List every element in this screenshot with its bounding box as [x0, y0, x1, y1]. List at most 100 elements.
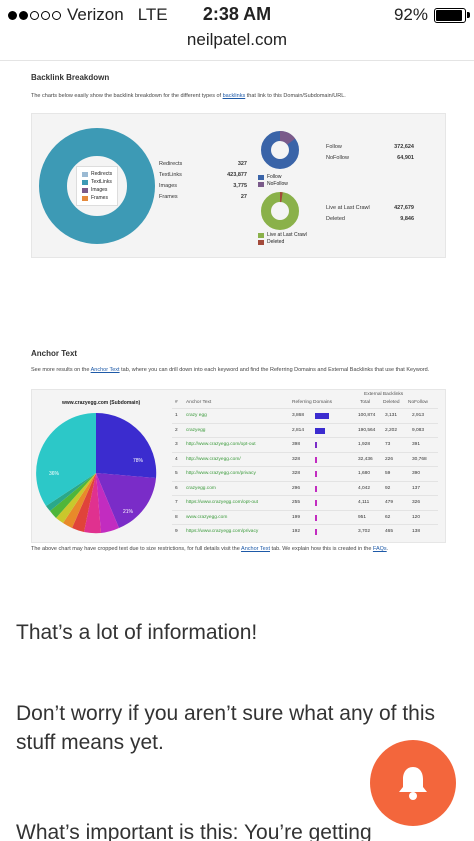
table-row: 4 http://www.crazyegg.com/328 32,436 226 30,…: [172, 451, 438, 469]
referring-domains-bar: [315, 442, 317, 448]
anchor-text-link[interactable]: crazy egg: [186, 413, 207, 418]
follow-donut: [261, 131, 299, 169]
pie-slice-other: [36, 413, 96, 506]
table-row: 9 https://www.crazyegg.com/privacy 192 3,70…: [172, 524, 438, 541]
nofollow-value: 326: [412, 500, 421, 505]
crawl-stats: Live at Last Crawl 427,679 Deleted 9,846: [326, 205, 414, 222]
anchor-tab-link[interactable]: Anchor Text: [241, 546, 270, 552]
anchor-text-link[interactable]: http://www.crazyegg.com/privacy: [186, 471, 256, 476]
deleted-value: 3,131: [385, 413, 398, 418]
deleted-value: 2,202: [385, 427, 398, 433]
report-image: Backlink Breakdown The charts below easi…: [0, 61, 474, 606]
pie-slice-https-opt-out: [56, 473, 96, 523]
deleted-value: 465: [385, 529, 394, 534]
follow-legend: Follow NoFollow: [258, 174, 288, 188]
deleted-value: 59: [385, 471, 391, 476]
battery-percent: 92%: [393, 5, 428, 24]
anchor-footer-note: The above chart may have cropped text du…: [31, 546, 389, 552]
referring-domains-value: 328: [292, 471, 301, 476]
nofollow-value: 2,913: [412, 413, 425, 418]
link-type-donut: [39, 128, 155, 244]
table-row: 3 http://www.crazyegg.com/opt-out 398 1,928…: [172, 437, 438, 454]
row-number: 1: [175, 413, 178, 418]
nofollow-value: 390: [412, 471, 421, 476]
referring-domains-bar: [315, 413, 329, 419]
row-number: 4: [175, 456, 178, 462]
crawl-legend: Live at Last Crawl Deleted: [258, 232, 307, 246]
link-type-stats: Redirects 327 TextLinks 423,877 Images 3,77…: [159, 161, 247, 200]
anchor-panel: www.crazyegg.com (Subdomain) 78% 36% 21%…: [31, 389, 446, 543]
anchor-text-link[interactable]: http://www.crazyegg.com/opt-out: [186, 442, 256, 447]
address-bar[interactable]: neilpatel.com: [0, 30, 474, 58]
anchor-text-link[interactable]: http://www.crazyegg.com/: [186, 456, 241, 462]
backlink-panel: Redirects TextLinks Images Frames Redire…: [31, 113, 446, 258]
anchor-text-link[interactable]: crazyegg: [186, 427, 206, 433]
faqs-link[interactable]: FAQs: [372, 546, 387, 552]
total-value: 100,874: [358, 413, 376, 418]
anchor-text-link[interactable]: www.crazyegg.com: [186, 514, 228, 520]
network-type: LTE: [137, 5, 168, 24]
referring-domains-value: 2,814: [292, 427, 305, 433]
referring-domains-value: 3,868: [292, 413, 305, 418]
referring-domains-bar: [315, 529, 317, 535]
referring-domains-value: 255: [292, 500, 301, 505]
pie-slice-www: [50, 473, 96, 518]
article-paragraph-1: That’s a lot of information!: [16, 621, 258, 644]
anchor-text-link[interactable]: https://www.crazyegg.com/opt-out: [186, 500, 258, 505]
table-row: 2 crazyegg 2,814 190,564 2,202 9,083: [172, 422, 438, 440]
backlink-title: Backlink Breakdown: [31, 73, 110, 82]
anchor-pie-title: www.crazyegg.com (Subdomain): [62, 400, 141, 406]
follow-stats: Follow 372,624 NoFollow 64,901: [326, 144, 414, 161]
row-number: 3: [175, 442, 178, 447]
referring-domains-value: 328: [292, 456, 301, 462]
nofollow-value: 391: [412, 442, 421, 447]
article-paragraph-3: What’s important is this: You’re getting: [16, 821, 372, 841]
col-number: #: [175, 400, 178, 405]
row-number: 5: [175, 471, 178, 476]
row-number: 2: [175, 427, 178, 433]
referring-domains-bar: [315, 427, 326, 434]
battery-status: 92%: [393, 5, 470, 25]
pie-slice-opt-out: [96, 473, 119, 533]
crawl-donut: [261, 192, 299, 230]
address-bar-divider: [0, 60, 474, 61]
anchor-text-link[interactable]: crazyegg.com: [186, 485, 216, 491]
total-value: 4,042: [358, 485, 371, 491]
col-anchor-text: Anchor Text: [186, 400, 212, 405]
clock: 2:38 AM: [202, 4, 272, 24]
total-value: 32,436: [358, 456, 373, 462]
pie-slice-crazyegg: [96, 473, 156, 528]
pie-slice-crazyegg-com: [63, 473, 96, 528]
status-bar: Verizon LTE 2:38 AM 92%: [0, 0, 474, 30]
col-total: Total: [360, 400, 371, 405]
total-value: 190,564: [358, 427, 376, 433]
nofollow-value: 120: [412, 514, 421, 520]
pie-label-78: 78%: [133, 458, 144, 464]
referring-domains-bar: [315, 500, 317, 506]
table-row: 1 crazy egg 3,868 100,874 3,131 2,913: [172, 408, 438, 425]
notification-button[interactable]: [370, 740, 456, 826]
deleted-value: 226: [385, 456, 394, 462]
row-number: 8: [175, 514, 178, 520]
referring-domains-bar: [315, 456, 317, 463]
url-text[interactable]: neilpatel.com: [186, 30, 288, 49]
anchor-text-link[interactable]: https://www.crazyegg.com/privacy: [186, 529, 259, 534]
external-backlinks-header: External Backlinks: [364, 392, 404, 397]
deleted-value: 479: [385, 500, 394, 505]
referring-domains-bar: [315, 514, 317, 521]
anchor-text-table: # Anchor Text Referring Domains Total De…: [172, 400, 438, 540]
textlinks-slice: [39, 128, 155, 244]
pie-label-21: 21%: [123, 509, 134, 515]
table-row: 6 crazyegg.com 296 4,042 92 137: [172, 480, 438, 498]
anchor-text-link[interactable]: Anchor Text: [90, 367, 120, 373]
referring-domains-value: 296: [292, 485, 301, 491]
backlinks-link[interactable]: backlinks: [222, 93, 246, 99]
anchor-text-pie: 78% 36% 21%: [36, 412, 157, 534]
deleted-value: 92: [385, 485, 391, 491]
pie-slice-root-url: [84, 473, 101, 534]
row-number: 9: [175, 529, 178, 534]
signal-strength-icon: [8, 5, 63, 25]
nofollow-value: 138: [412, 529, 421, 534]
col-deleted: Deleted: [383, 400, 400, 405]
table-row: 8 www.crazyegg.com 199 951 62 120: [172, 509, 438, 527]
